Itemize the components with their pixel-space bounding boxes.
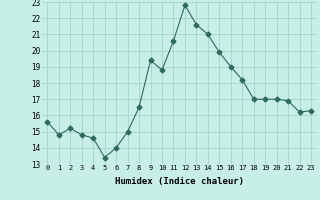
X-axis label: Humidex (Indice chaleur): Humidex (Indice chaleur) — [115, 177, 244, 186]
